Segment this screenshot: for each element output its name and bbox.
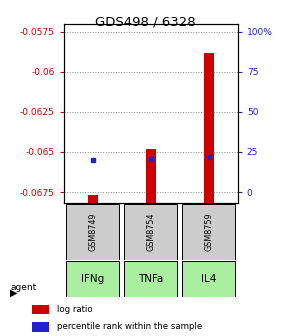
Text: log ratio: log ratio: [57, 305, 93, 314]
Text: GSM8754: GSM8754: [146, 213, 155, 251]
Text: percentile rank within the sample: percentile rank within the sample: [57, 323, 202, 331]
Bar: [204, 53, 214, 203]
Bar: [124, 204, 177, 260]
Bar: [66, 261, 119, 297]
Text: ▶: ▶: [10, 288, 18, 298]
Bar: [124, 261, 177, 297]
Bar: [88, 195, 98, 203]
Text: IFNg: IFNg: [81, 274, 104, 284]
Bar: [182, 204, 235, 260]
Text: IL4: IL4: [201, 274, 217, 284]
Text: GSM8759: GSM8759: [204, 213, 213, 251]
Bar: [32, 305, 49, 314]
Bar: [182, 261, 235, 297]
Bar: [32, 322, 49, 332]
Text: GSM8749: GSM8749: [88, 213, 97, 251]
Text: TNFa: TNFa: [138, 274, 164, 284]
Bar: [146, 149, 156, 203]
Text: GDS498 / 6328: GDS498 / 6328: [95, 15, 195, 28]
Text: agent: agent: [10, 283, 37, 292]
Bar: [66, 204, 119, 260]
